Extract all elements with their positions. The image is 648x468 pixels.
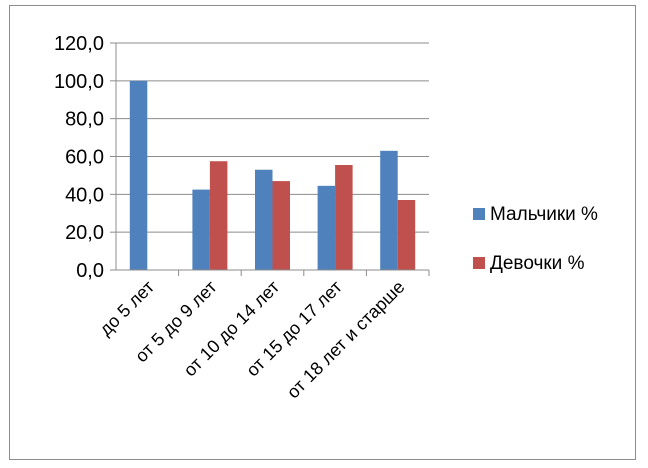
legend-swatch bbox=[473, 257, 485, 269]
gridlines bbox=[116, 42, 429, 233]
bar-series-1 bbox=[380, 150, 398, 270]
y-tick-label: 100,0 bbox=[54, 71, 104, 93]
bar-series-2 bbox=[335, 165, 353, 270]
y-tick-label: 20,0 bbox=[65, 222, 104, 244]
y-tick-label: 0,0 bbox=[76, 260, 104, 282]
y-tick-label: 120,0 bbox=[54, 33, 104, 55]
bar-series-2 bbox=[397, 200, 416, 270]
y-tick-label: 60,0 bbox=[65, 147, 104, 169]
bar-series-2 bbox=[209, 161, 228, 270]
bar-series-1 bbox=[192, 189, 210, 270]
y-tick-label: 40,0 bbox=[65, 184, 104, 206]
legend-label: Мальчики % bbox=[490, 204, 598, 225]
bar-series-2 bbox=[272, 181, 290, 270]
bar-series-1 bbox=[129, 80, 148, 270]
y-tick-labels: 0,0 20,0 40,0 60,0 80,0 100,0 120,0 bbox=[54, 33, 104, 282]
axes bbox=[110, 42, 430, 276]
bars bbox=[129, 80, 416, 270]
x-tick-label: до 5 лет bbox=[95, 277, 158, 340]
chart-area: 0,0 20,0 40,0 60,0 80,0 100,0 120,0 до 5 лет от… bbox=[9, 5, 636, 460]
bar-series-1 bbox=[317, 185, 336, 270]
bar-series-1 bbox=[255, 169, 273, 270]
x-tick-label: от 18 лет и старше bbox=[283, 277, 409, 403]
legend-swatch bbox=[473, 208, 485, 220]
legend: Мальчики % Девочки % bbox=[473, 204, 598, 274]
legend-label: Девочки % bbox=[490, 253, 585, 274]
y-tick-label: 80,0 bbox=[65, 109, 104, 131]
